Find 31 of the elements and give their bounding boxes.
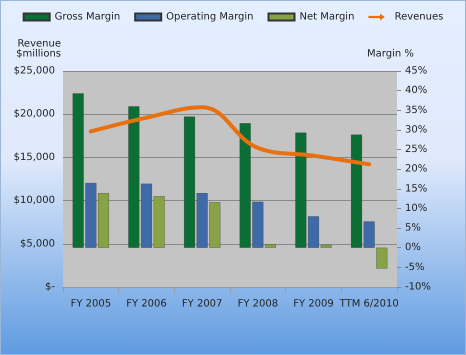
y2-tick-label: -10% <box>405 282 431 292</box>
y2-tick-label: 25% <box>405 144 428 156</box>
x-tick-label: FY 2005 <box>70 298 112 310</box>
y2-tick-label: 40% <box>405 85 428 96</box>
y2-tick-label: 5% <box>405 222 421 234</box>
y2-tick-label: 45% <box>405 66 428 76</box>
y2-tick-label: 35% <box>405 104 428 116</box>
y2-tick-label: 0% <box>405 242 421 254</box>
x-tick-label: FY 2008 <box>238 298 278 310</box>
x-tick-label: FY 2007 <box>182 298 222 310</box>
y-tick-label: $5,000 <box>20 238 55 250</box>
y-tick-label: $15,000 <box>14 152 55 163</box>
legend-label: Operating Margin <box>166 12 254 22</box>
y2-tick-label: 30% <box>405 124 428 136</box>
y2-axis-title: Margin % <box>367 48 414 60</box>
x-tick-label: FY 2006 <box>126 298 167 310</box>
x-tick-label: FY 2009 <box>293 298 334 310</box>
y2-tick-label: 15% <box>405 183 428 194</box>
y2-tick-label: 10% <box>405 202 428 214</box>
y-tick-label: $25,000 <box>14 66 55 76</box>
y-tick-label: $10,000 <box>14 195 55 206</box>
x-tick-label: TTM 6/2010 <box>338 298 399 310</box>
legend-label: Revenues <box>394 12 444 22</box>
y-axis-title: Revenue $millions <box>16 38 61 60</box>
y-tick-label: $- <box>45 282 56 292</box>
legend-label: Net Margin <box>300 12 354 22</box>
legend-label: Gross Margin <box>54 12 120 22</box>
y2-tick-label: -5% <box>405 262 424 273</box>
y-tick-label: $20,000 <box>14 108 55 120</box>
y2-tick-label: 20% <box>405 164 428 175</box>
line-series <box>88 105 372 166</box>
